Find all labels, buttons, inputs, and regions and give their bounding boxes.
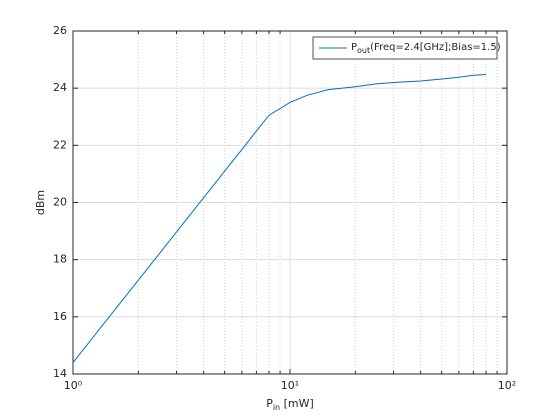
y-tick-label: 22 [53,138,67,151]
y-tick-label: 26 [53,24,67,37]
axes-box [72,30,508,375]
x-tick-label: 10¹ [281,379,299,392]
legend-label-rest: (Freq=2.4[GHz];Bias=1.5) [370,42,501,53]
y-tick-label: 20 [53,196,67,209]
legend-box [312,36,498,60]
legend-label-sub: out [357,46,370,55]
y-axis-label: dBm [34,190,47,215]
y-tick-label: 16 [53,310,67,323]
y-tick-label: 18 [53,253,67,266]
data-line [72,73,487,363]
x-axis-label-rest: [mW] [280,397,314,410]
legend-label: Pout(Freq=2.4[GHz];Bias=1.5) [351,42,501,55]
x-tick-label: 10² [498,379,516,392]
legend-label-base: P [351,42,357,53]
y-tick-label: 24 [53,81,67,94]
x-axis-label-base: P [266,397,273,410]
y-tick-label: 14 [53,367,67,380]
x-tick-label: 10⁰ [64,379,83,392]
x-axis-label: Pin [mW] [266,397,314,412]
x-axis-label-sub: in [273,403,280,412]
